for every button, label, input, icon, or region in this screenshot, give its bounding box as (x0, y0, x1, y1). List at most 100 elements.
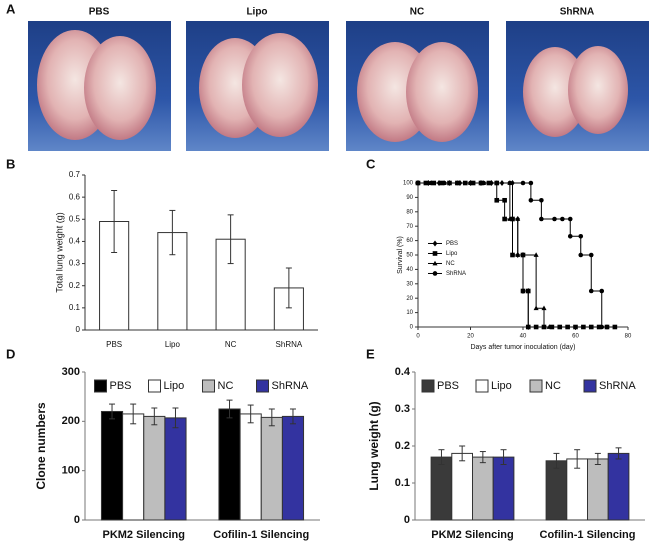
legend-label: NC (218, 380, 234, 392)
y-tick-label: 0.2 (69, 281, 81, 290)
legend-label: ShRNA (272, 380, 309, 392)
y-tick-label: 100 (403, 181, 414, 187)
bar (587, 458, 609, 521)
y-tick-label: 60 (406, 238, 413, 244)
marker (567, 216, 573, 222)
marker (549, 324, 555, 330)
marker (520, 180, 526, 186)
y-tick-label: 0.4 (69, 237, 81, 246)
y-tick-label: 20 (406, 296, 413, 302)
y-tick-label: 10 (406, 310, 413, 316)
marker (494, 180, 500, 186)
y-tick-label: 0.5 (69, 214, 81, 223)
bar (239, 413, 262, 521)
legend-swatch (421, 379, 435, 393)
y-tick-label: 100 (62, 465, 80, 477)
y-tick-label: 0.3 (69, 259, 81, 268)
x-tick-label: 20 (467, 334, 474, 340)
y-tick-label: 40 (406, 267, 413, 273)
y-tick-label: 200 (62, 415, 80, 427)
y-tick-label: 0.7 (69, 170, 81, 179)
legend-swatch (256, 379, 269, 393)
x-tick-label: 0 (416, 334, 420, 340)
legend-label: ShRNA (599, 380, 636, 392)
panel-label: E (366, 346, 375, 361)
marker (541, 305, 547, 311)
bar (164, 417, 187, 521)
y-tick-label: 50 (406, 253, 413, 259)
bar (281, 415, 305, 521)
marker (533, 324, 539, 330)
marker (539, 216, 544, 222)
legend-label: PBS (110, 380, 132, 392)
x-tick-label: ShRNA (276, 340, 303, 349)
legend-label: PBS (446, 241, 458, 247)
marker (599, 288, 605, 294)
marker (541, 324, 547, 329)
marker (596, 324, 602, 330)
x-tick-label: Cofilin-1 Silencing (213, 529, 309, 541)
panel-label: A (6, 1, 16, 16)
x-tick-label: PBS (106, 340, 122, 349)
y-tick-label: 0.6 (69, 192, 81, 201)
bar (430, 456, 453, 521)
y-axis-title: Survival (%) (397, 236, 404, 274)
marker (557, 324, 563, 330)
x-tick-label: 80 (625, 334, 632, 340)
x-tick-label: PKM2 Silencing (102, 529, 185, 541)
marker (525, 324, 531, 330)
legend-marker (432, 251, 438, 256)
marker (612, 324, 618, 330)
marker (588, 288, 594, 294)
marker (546, 324, 552, 329)
lung-lobe (523, 47, 587, 137)
legend-label: NC (545, 380, 561, 392)
legend-label: Lipo (164, 380, 185, 392)
marker (507, 180, 513, 186)
panel-label: D (6, 346, 15, 361)
y-tick-label: 0.1 (69, 303, 81, 312)
marker (581, 324, 586, 330)
marker (588, 324, 594, 330)
photo-panel (28, 21, 649, 151)
x-tick-label: 40 (520, 334, 527, 340)
lung-lobe (84, 36, 156, 140)
y-tick-label: 0.2 (395, 440, 410, 452)
y-tick-label: 0.1 (395, 477, 410, 489)
y-tick-label: 0 (74, 514, 80, 526)
y-axis-title: Clone numbers (34, 402, 48, 490)
photo-title: Lipo (246, 7, 267, 18)
y-tick-label: 30 (406, 281, 413, 287)
legend-marker (432, 271, 438, 276)
panel-label: B (6, 156, 15, 171)
legend-marker (432, 260, 438, 266)
photo-title: ShRNA (560, 7, 594, 18)
photo-title: NC (410, 7, 424, 18)
legend-label: Lipo (491, 380, 512, 392)
legend-swatch (529, 379, 543, 393)
marker (428, 180, 434, 186)
legend-swatch (202, 379, 215, 393)
lung-lobe (406, 42, 478, 142)
marker (578, 252, 584, 258)
marker (539, 197, 544, 203)
bar (472, 456, 494, 521)
y-axis-title: Total lung weight (g) (54, 212, 64, 293)
lung-lobe (568, 46, 628, 134)
y-tick-label: 0 (76, 325, 81, 334)
legend-label: ShRNA (446, 271, 466, 277)
bar (100, 410, 124, 521)
bar (545, 460, 568, 521)
marker (441, 180, 447, 186)
legend-swatch (94, 379, 107, 393)
marker (525, 288, 531, 294)
marker (573, 324, 578, 330)
marker (567, 233, 573, 239)
marker (560, 216, 565, 222)
y-tick-label: 70 (406, 224, 413, 230)
y-tick-label: 300 (62, 366, 80, 378)
marker (565, 324, 570, 330)
x-tick-label: Lipo (165, 340, 181, 349)
marker (520, 288, 526, 294)
